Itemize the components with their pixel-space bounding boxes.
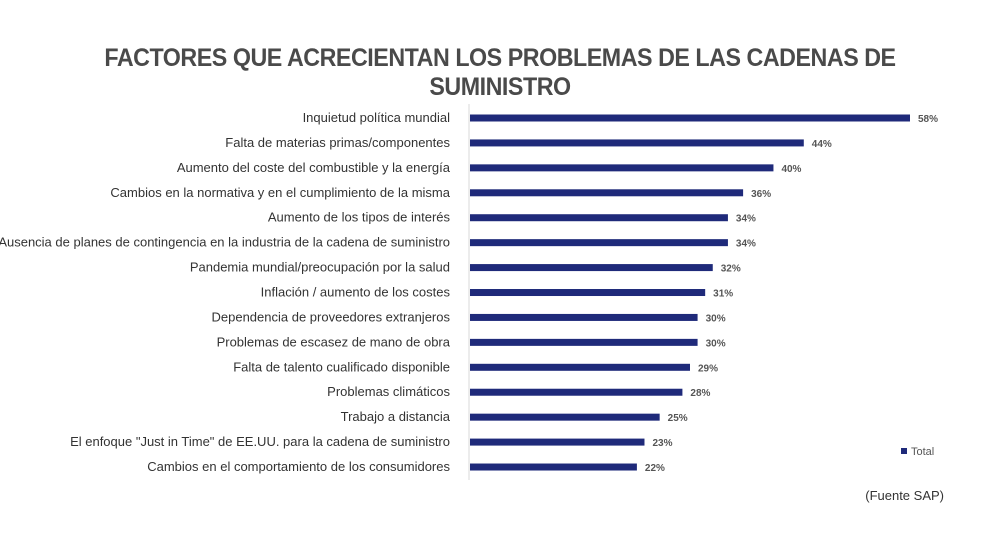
bar [470, 214, 728, 222]
bar [470, 463, 637, 471]
category-label: Trabajo a distancia [341, 409, 451, 424]
bar [470, 264, 713, 272]
bar [470, 313, 698, 321]
value-label: 22% [645, 463, 665, 474]
category-label: Inquietud política mundial [303, 110, 451, 125]
value-label: 40% [781, 164, 801, 175]
bars [470, 114, 910, 471]
category-label: Problemas climáticos [327, 384, 450, 399]
value-label: 30% [706, 338, 726, 349]
value-label: 44% [812, 139, 832, 150]
category-label: Aumento de los tipos de interés [268, 210, 451, 225]
legend: Total [901, 446, 934, 458]
category-label: Ausencia de planes de contingencia en la… [0, 235, 450, 250]
legend-label: Total [911, 446, 934, 458]
bar [470, 388, 683, 396]
value-label: 31% [713, 289, 733, 300]
category-label: Aumento del coste del combustible y la e… [177, 160, 451, 175]
bar [470, 338, 698, 346]
bar [470, 164, 774, 172]
bar [470, 363, 690, 371]
category-label: Inflación / aumento de los costes [261, 285, 451, 300]
legend-swatch [901, 448, 907, 454]
category-labels: Inquietud política mundial Falta de mater… [0, 110, 451, 474]
value-label: 34% [736, 214, 756, 225]
bar [470, 114, 910, 122]
value-label: 28% [690, 388, 710, 399]
bar [470, 289, 706, 297]
category-label: Falta de materias primas/componentes [225, 135, 450, 150]
value-label: 58% [918, 114, 938, 125]
category-label: Falta de talento cualificado disponible [233, 359, 450, 374]
value-label: 32% [721, 264, 741, 275]
category-label: El enfoque "Just in Time" de EE.UU. para… [70, 434, 450, 449]
value-label: 29% [698, 363, 718, 374]
bar [470, 139, 804, 147]
value-label: 23% [652, 438, 672, 449]
value-label: 30% [706, 313, 726, 324]
bar [470, 189, 744, 197]
value-label: 34% [736, 239, 756, 250]
chart-title: FACTORES QUE ACRECIENTAN LOS PROBLEMAS D… [104, 44, 896, 101]
category-label: Cambios en la normativa y en el cumplimi… [110, 185, 450, 200]
value-labels: 58% 44% 40% 36% 34% 34% 32% 31% 30% 30% 29% 28% 25% 2… [645, 114, 938, 474]
bar [470, 438, 645, 446]
bar [470, 239, 728, 247]
bar [470, 413, 660, 421]
category-label: Cambios en el comportamiento de los cons… [147, 459, 450, 474]
category-label: Problemas de escasez de mano de obra [217, 334, 451, 349]
value-label: 25% [668, 413, 688, 424]
category-label: Dependencia de proveedores extranjeros [212, 309, 451, 324]
value-label: 36% [751, 189, 771, 200]
source-note: (Fuente SAP) [865, 488, 944, 503]
category-label: Pandemia mundial/preocupación por la sal… [190, 260, 450, 275]
